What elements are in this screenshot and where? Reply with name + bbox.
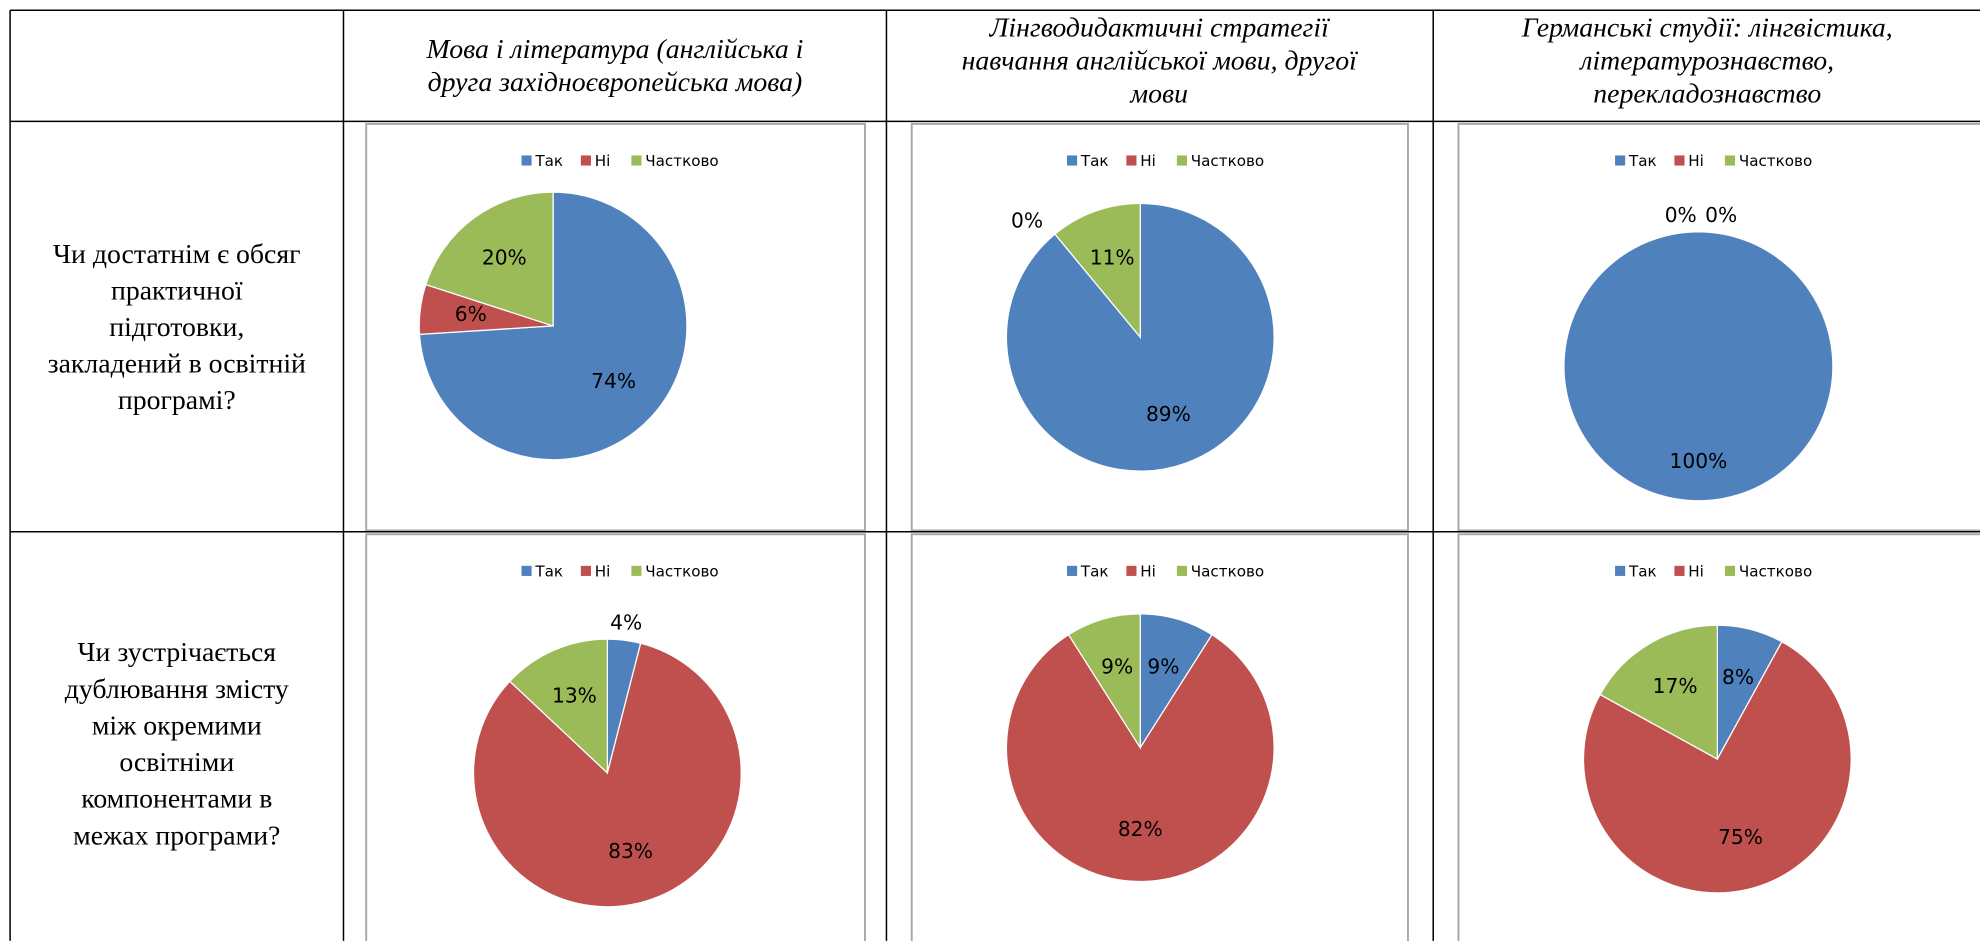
column-header: Лінгводидактичні стратегії: [989, 13, 1330, 44]
data-label: 6%: [455, 302, 487, 326]
data-label: 0%: [1665, 203, 1697, 227]
chart-frame: [910, 533, 1409, 941]
legend-label: Частково: [1191, 563, 1264, 581]
pie-slice: [1582, 640, 1852, 894]
data-label: 83%: [608, 839, 653, 863]
legend-label: Ні: [595, 563, 611, 581]
legend-swatch: [1724, 565, 1736, 576]
chart-frames: [365, 122, 1980, 941]
data-label: 9%: [1101, 654, 1133, 678]
legend-label: Так: [1080, 152, 1109, 170]
row-header: межах програми?: [73, 820, 280, 851]
pie-slice: [1067, 613, 1141, 750]
data-label: 20%: [482, 245, 527, 269]
data-label: 0%: [1011, 208, 1043, 232]
legend-label: Так: [1628, 563, 1657, 581]
column-header: перекладознавство: [1593, 78, 1821, 109]
legend-label: Так: [534, 152, 563, 170]
legend-swatch: [631, 155, 642, 166]
legend-swatch: [1067, 155, 1078, 166]
chart-frame: [365, 122, 866, 532]
legend-label: Частково: [1739, 152, 1812, 170]
row-header: Чи достатнім є обсяг: [53, 239, 301, 270]
row-header: Чи зустрічається: [77, 637, 276, 668]
pie-slice: [472, 642, 742, 908]
legend-swatch: [631, 565, 642, 576]
pie-slice: [1564, 232, 1833, 501]
column-header: навчання англійської мови, другої: [962, 46, 1359, 77]
data-label: 100%: [1670, 449, 1728, 473]
chart-frame: [1457, 122, 1980, 532]
pie-slice: [508, 638, 609, 775]
legend-swatch: [1126, 565, 1137, 576]
column-header: Германські студії: лінгвістика,: [1521, 13, 1893, 44]
data-label: 82%: [1118, 817, 1163, 841]
legend-swatch: [1724, 155, 1736, 166]
legend-swatch: [521, 155, 532, 166]
legend-swatch: [1674, 565, 1685, 576]
data-label: 8%: [1722, 665, 1754, 689]
column-header: літературознавство,: [1578, 46, 1834, 77]
legend-label: Ні: [595, 152, 611, 170]
data-label: 75%: [1718, 825, 1763, 849]
row-header: закладений в освітній: [48, 349, 306, 380]
legend-swatch: [1176, 565, 1187, 576]
legend-label: Так: [1080, 563, 1109, 581]
pie-slice: [1005, 633, 1275, 883]
chart-frame: [365, 533, 866, 941]
legend-label: Частково: [1191, 152, 1264, 170]
data-label: 13%: [552, 683, 597, 707]
data-label: 4%: [610, 611, 642, 635]
legend-swatch: [1126, 155, 1137, 166]
row-header: між окремими: [92, 710, 262, 741]
legend-label: Ні: [1140, 152, 1156, 170]
table-lines: [9, 9, 1980, 941]
legend-swatch: [1615, 565, 1626, 576]
legend-label: Частково: [645, 563, 718, 581]
legend-swatch: [1067, 565, 1078, 576]
data-label: 11%: [1090, 246, 1135, 270]
legend-swatch: [521, 565, 532, 576]
data-label: 74%: [591, 369, 636, 393]
data-label: 0%: [1705, 203, 1737, 227]
data-label: 9%: [1147, 654, 1179, 678]
row-header: освітніми: [119, 747, 234, 778]
legend-label: Частково: [1739, 563, 1812, 581]
row-header: дублювання змісту: [65, 674, 289, 705]
row-header: підготовки,: [109, 312, 244, 343]
legend-label: Так: [1628, 152, 1657, 170]
data-label: 89%: [1146, 402, 1191, 426]
column-header: друга західноєвропейська мова): [428, 67, 803, 98]
legend-swatch: [1615, 155, 1626, 166]
legend-swatch: [1176, 155, 1187, 166]
data-label: 17%: [1653, 674, 1698, 698]
column-header: Мова і література (англійська і: [426, 34, 804, 65]
pie-slice: [424, 191, 554, 327]
row-header: компонентами в: [81, 784, 272, 815]
chart-frame: [910, 122, 1409, 532]
legend-label: Так: [534, 563, 563, 581]
pie-slice: [1599, 624, 1718, 761]
legend-label: Частково: [645, 152, 718, 170]
column-header: мови: [1129, 78, 1188, 109]
row-header: програмі?: [118, 385, 236, 416]
legend-swatch: [580, 565, 591, 576]
row-header: практичної: [111, 275, 243, 306]
legend-label: Ні: [1688, 563, 1704, 581]
legend-swatch: [1674, 155, 1685, 166]
legend-swatch: [580, 155, 591, 166]
chart-frame: [1457, 533, 1980, 941]
pie-slice: [1054, 202, 1141, 340]
legend-label: Ні: [1688, 152, 1704, 170]
legend-label: Ні: [1140, 563, 1156, 581]
